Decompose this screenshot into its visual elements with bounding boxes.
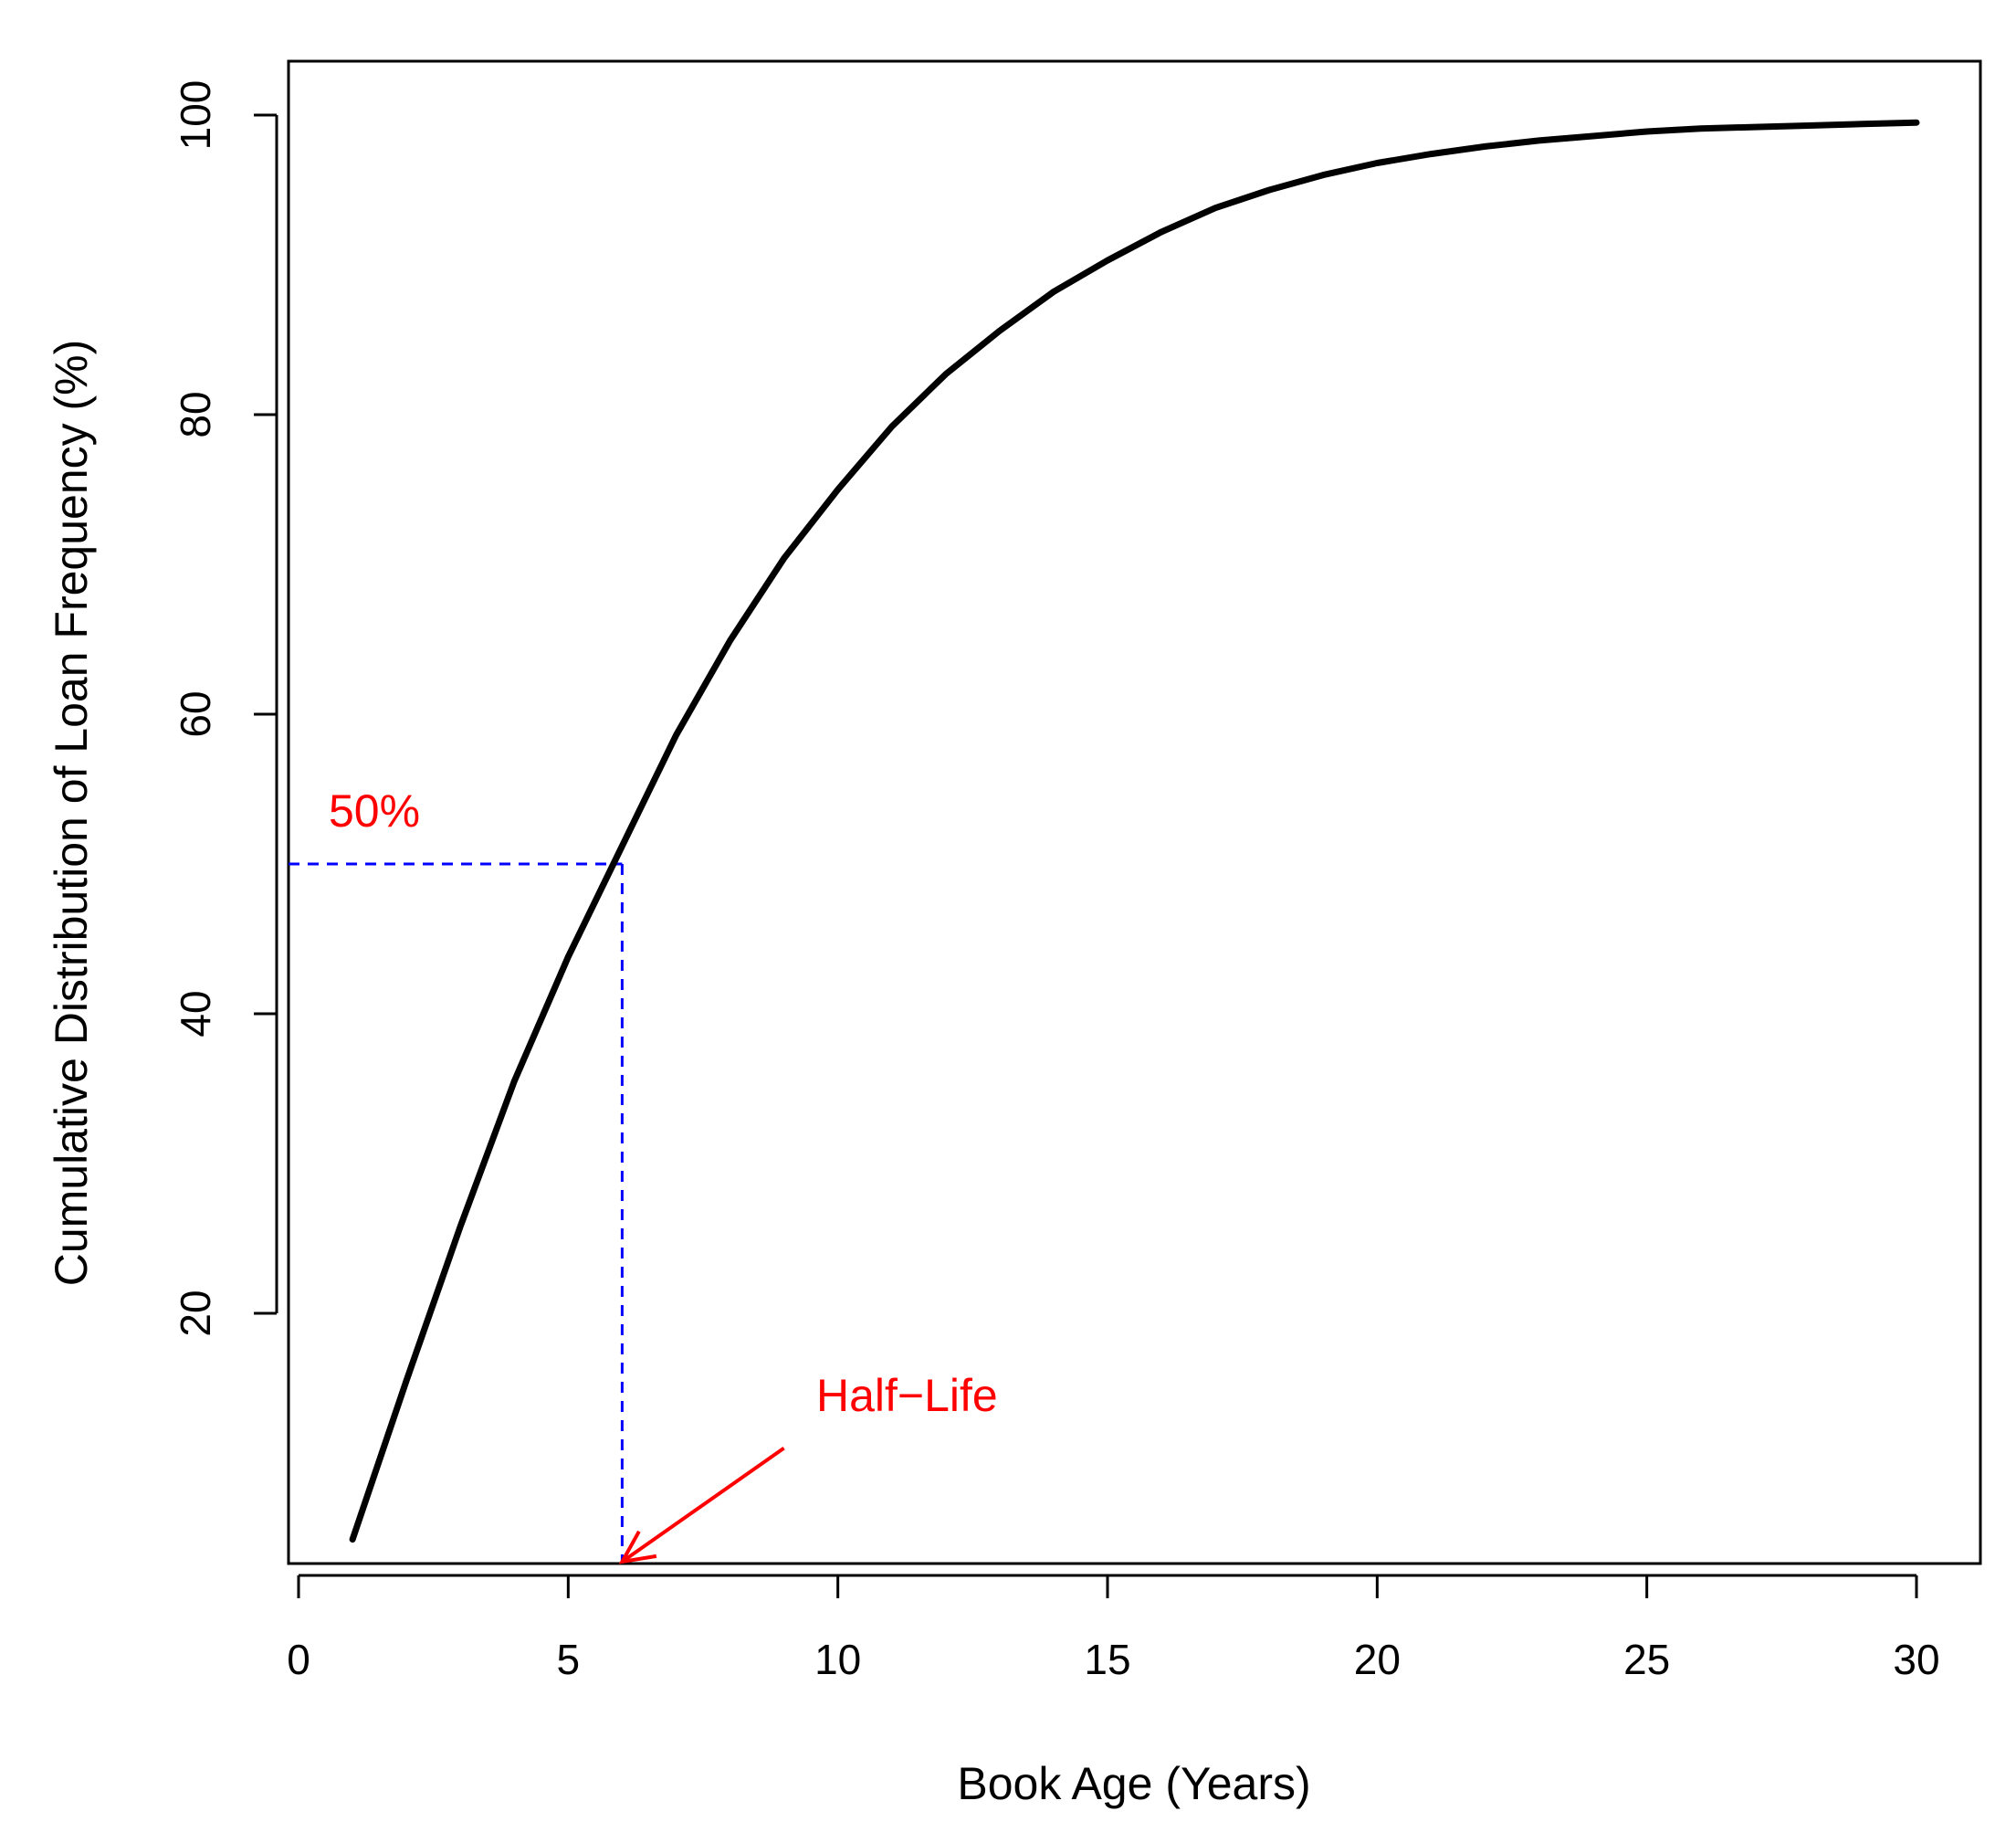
x-axis-title: Book Age (Years) xyxy=(957,1758,1310,1809)
x-axis: 0 5 10 15 20 25 30 xyxy=(287,1574,1940,1683)
y-tick-label: 20 xyxy=(172,1290,219,1336)
x-tick-label: 10 xyxy=(814,1636,861,1683)
x-tick-label: 20 xyxy=(1354,1636,1401,1683)
y-tick-label: 40 xyxy=(172,990,219,1037)
y-axis: 20 40 60 80 100 xyxy=(172,80,278,1337)
half-life-arrow-head xyxy=(618,1530,657,1564)
percent-annotation: 50% xyxy=(329,785,420,837)
annotation-layer: 50% Half−Life xyxy=(329,785,998,1564)
x-tick-label: 5 xyxy=(557,1636,581,1683)
x-tick-label: 15 xyxy=(1084,1636,1130,1683)
plot-frame xyxy=(287,59,1982,1565)
cumulative-distribution-line xyxy=(349,119,1920,1543)
reference-lines xyxy=(289,862,624,1564)
x-tick-label: 30 xyxy=(1893,1636,1939,1683)
y-tick-label: 80 xyxy=(172,391,219,437)
half-life-annotation: Half−Life xyxy=(816,1370,998,1421)
series-layer xyxy=(349,119,1920,1543)
y-tick-label: 60 xyxy=(172,690,219,737)
y-tick-label: 100 xyxy=(172,80,219,151)
half-life-arrow-shaft xyxy=(621,1446,785,1564)
x-tick-label: 25 xyxy=(1623,1636,1670,1683)
y-axis-title: Cumulative Distribution of Loan Frequenc… xyxy=(46,340,97,1287)
x-tick-label: 0 xyxy=(287,1636,310,1683)
